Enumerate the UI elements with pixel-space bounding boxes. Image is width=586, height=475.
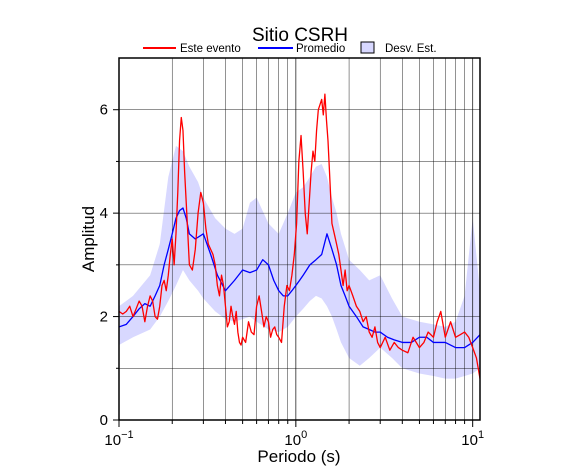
y-tick-label: 2 bbox=[100, 309, 108, 326]
x-axis-label: Periodo (s) bbox=[257, 447, 340, 466]
promedio-line bbox=[119, 207, 480, 349]
x-tick-label: 101 bbox=[461, 429, 484, 449]
legend: Este evento Promedio Desv. Est. bbox=[143, 41, 437, 55]
x-tick-label: 10−1 bbox=[104, 429, 133, 449]
x-tick-label: 100 bbox=[284, 429, 307, 449]
y-axis-label: Amplitud bbox=[79, 206, 98, 272]
y-tick-label: 0 bbox=[100, 412, 108, 429]
std-dev-band-layer bbox=[119, 145, 480, 379]
chart-title: Sitio CSRH bbox=[252, 25, 348, 46]
legend-swatch-desv-est bbox=[360, 41, 375, 54]
tick-layer: 0 2 4 6 10−1 100 101 bbox=[100, 102, 484, 449]
y-tick-label: 6 bbox=[100, 102, 108, 119]
std-dev-band bbox=[119, 145, 480, 379]
y-tick-label: 4 bbox=[100, 205, 108, 222]
series-layer bbox=[119, 93, 480, 379]
legend-label-desv-est: Desv. Est. bbox=[385, 43, 437, 55]
plot-frame bbox=[118, 57, 481, 421]
legend-label-este-evento: Este evento bbox=[180, 43, 241, 55]
grid-layer bbox=[119, 58, 480, 420]
legend-label-promedio: Promedio bbox=[296, 43, 345, 55]
este-evento-line bbox=[119, 93, 480, 379]
